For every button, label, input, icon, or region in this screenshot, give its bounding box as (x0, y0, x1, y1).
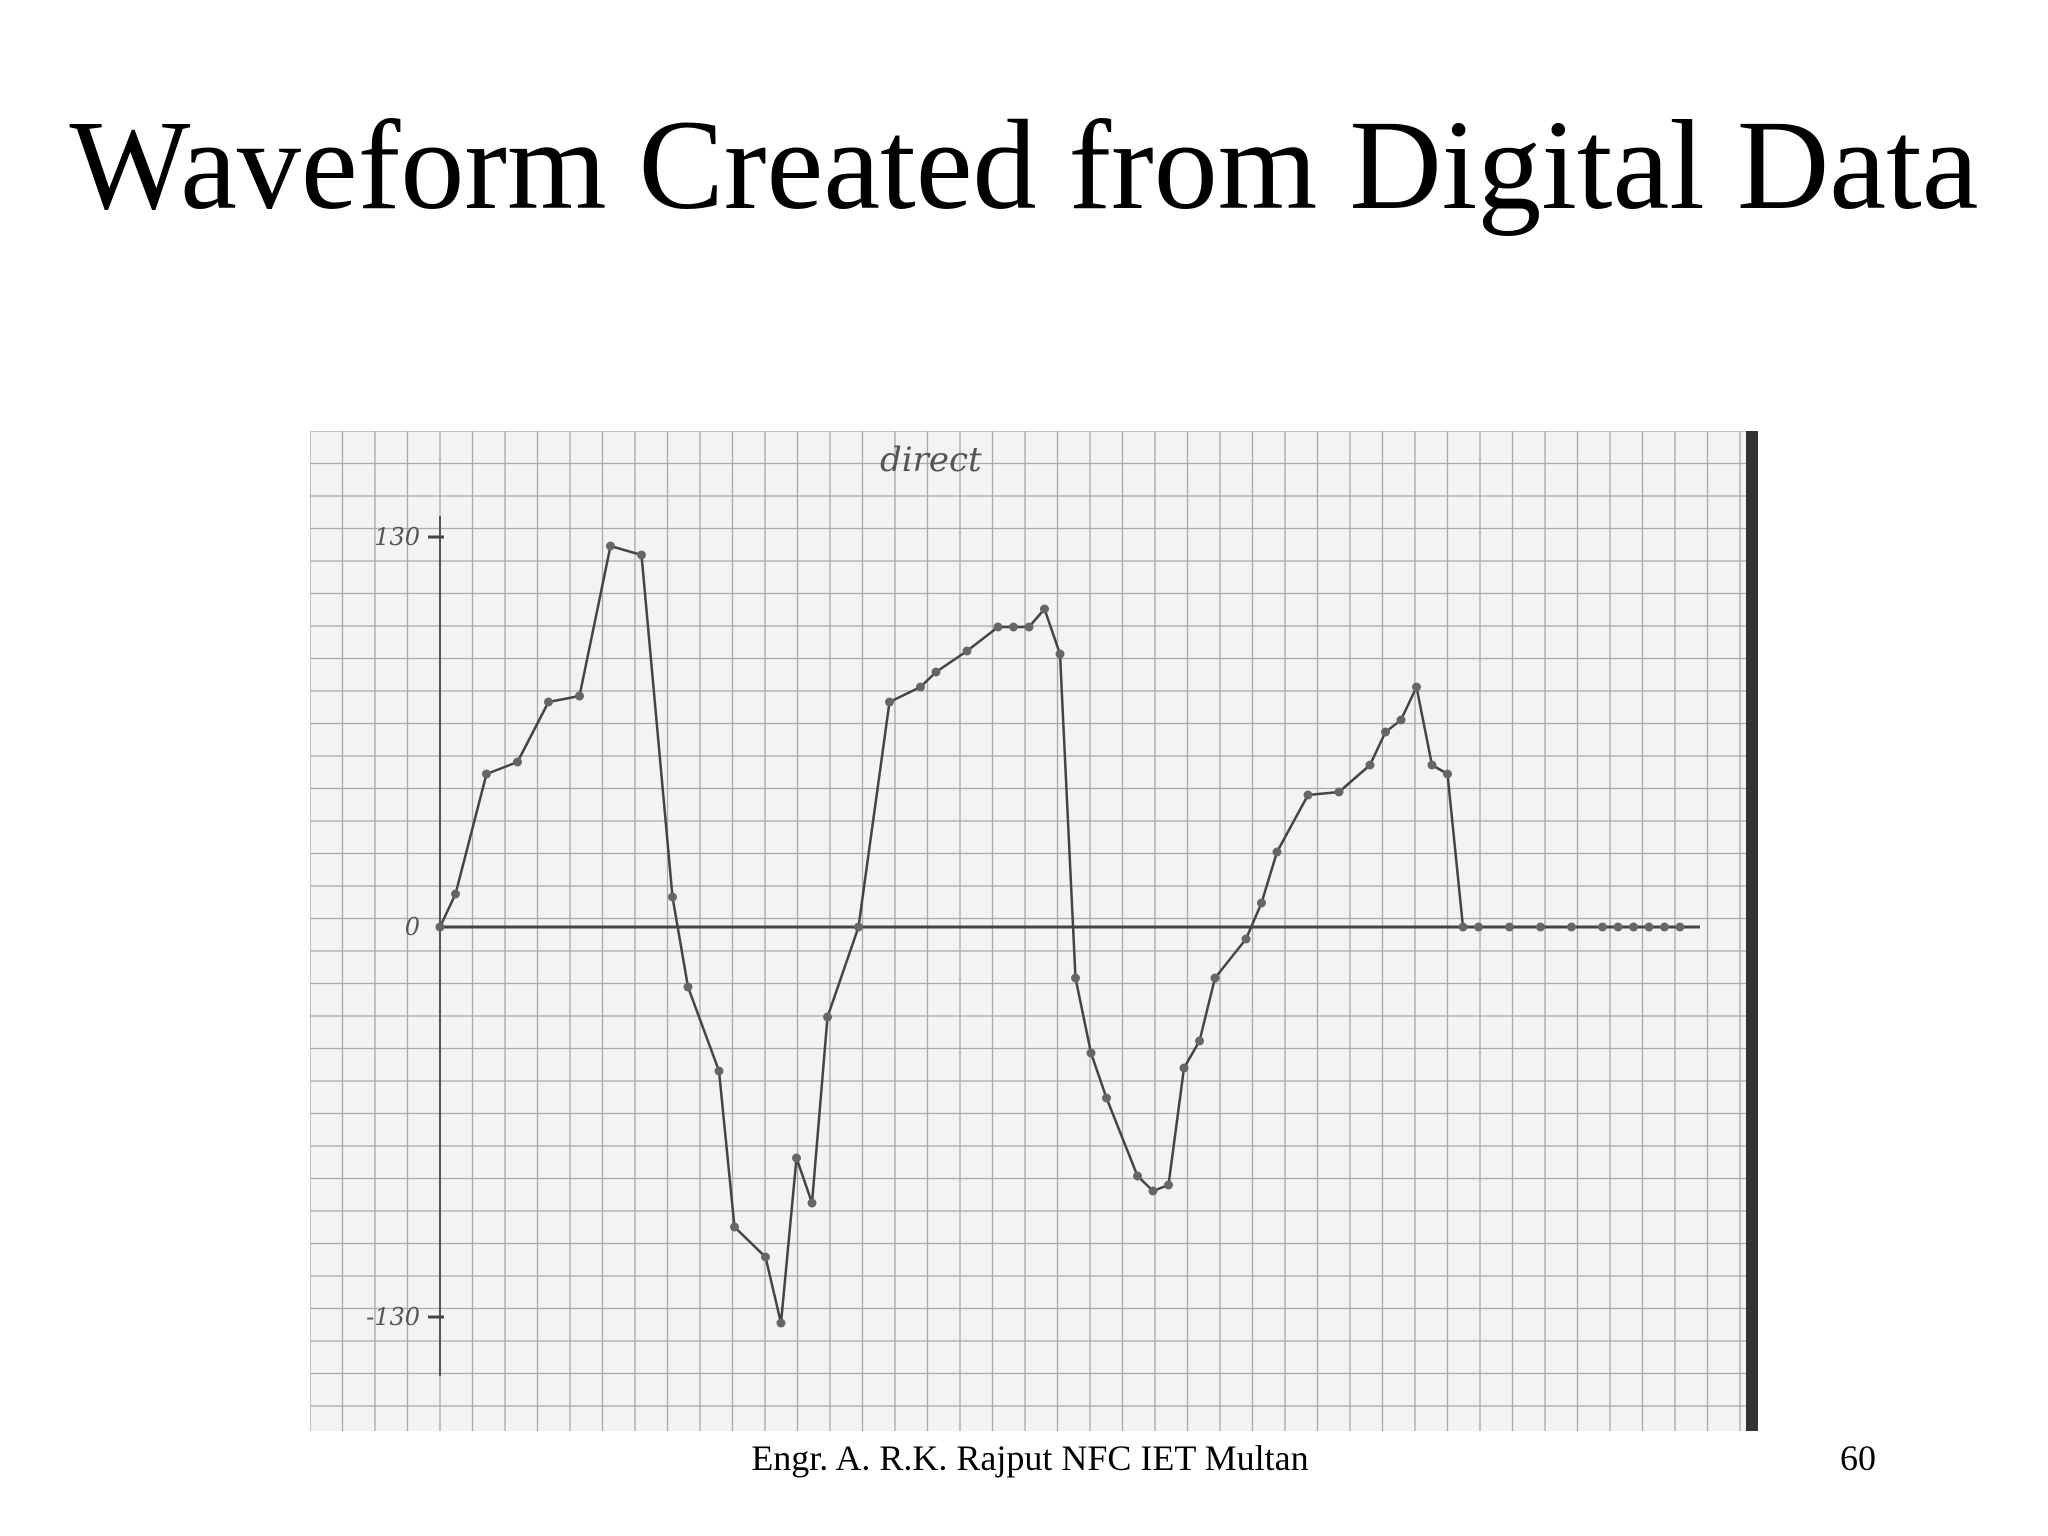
data-point (1536, 922, 1545, 932)
data-point (1164, 1180, 1173, 1190)
chart-svg: direct 130 0 -130 (310, 431, 1758, 1431)
data-point (1629, 922, 1638, 932)
data-point (1210, 973, 1220, 983)
data-point (1598, 922, 1607, 932)
data-point (1257, 898, 1266, 908)
data-point (1241, 934, 1251, 944)
footer-author: Engr. A. R.K. Rajput NFC IET Multan (751, 1438, 1309, 1478)
data-point (792, 1153, 801, 1163)
data-point (435, 922, 445, 932)
data-point (1055, 649, 1065, 659)
data-point (637, 550, 646, 560)
data-point (1505, 922, 1514, 932)
data-point (993, 622, 1003, 632)
data-point (1195, 1036, 1204, 1046)
data-point (885, 697, 894, 707)
series-line (438, 544, 1680, 1325)
y-tick-label: 130 (374, 523, 420, 551)
data-point (1365, 760, 1375, 770)
grid (310, 431, 1750, 1431)
data-point (1040, 604, 1049, 614)
data-point (1148, 1186, 1158, 1196)
waveform-chart: direct 130 0 -130 (310, 431, 1758, 1431)
data-point (668, 892, 677, 902)
data-point (1024, 622, 1034, 632)
data-point (761, 1252, 770, 1262)
data-point (1644, 922, 1654, 932)
paper-edge (1746, 431, 1758, 1431)
data-point (1071, 973, 1080, 983)
data-point (1396, 715, 1406, 725)
y-ticks: 130 0 -130 (366, 523, 444, 1331)
data-point (575, 691, 584, 701)
data-point (1458, 922, 1468, 932)
data-point (1427, 760, 1437, 770)
data-point (1412, 682, 1421, 692)
data-point (544, 697, 553, 707)
data-point (823, 1012, 832, 1022)
data-point (1381, 727, 1390, 737)
data-point (854, 922, 863, 932)
data-point (1133, 1171, 1142, 1181)
data-point (1567, 922, 1576, 932)
data-point (1009, 622, 1018, 632)
data-point (714, 1066, 724, 1076)
data-point (730, 1222, 739, 1232)
chart-title: direct (880, 440, 982, 480)
data-point (807, 1198, 817, 1208)
series-points (435, 541, 1685, 1328)
data-point (1334, 787, 1344, 797)
data-point (451, 889, 460, 899)
data-point (1303, 790, 1313, 800)
data-point (513, 757, 522, 767)
graph-paper (310, 431, 1750, 1431)
data-point (1086, 1048, 1096, 1058)
data-point (1443, 769, 1452, 779)
data-point (606, 541, 615, 551)
data-point (683, 982, 693, 992)
data-point (776, 1318, 786, 1328)
data-point (931, 667, 941, 677)
data-point (1179, 1063, 1189, 1073)
data-point (1675, 922, 1685, 932)
data-point (1272, 847, 1282, 857)
data-point (1660, 922, 1669, 932)
page-number: 60 (1840, 1438, 1876, 1478)
data-point (1102, 1093, 1111, 1103)
data-point (1613, 922, 1623, 932)
data-point (962, 646, 972, 656)
y-tick-label: 0 (405, 913, 420, 941)
slide-title: Waveform Created from Digital Data (69, 94, 1979, 236)
data-point (1474, 922, 1483, 932)
data-point (916, 682, 925, 692)
y-tick-label: -130 (366, 1303, 420, 1331)
data-point (482, 769, 491, 779)
